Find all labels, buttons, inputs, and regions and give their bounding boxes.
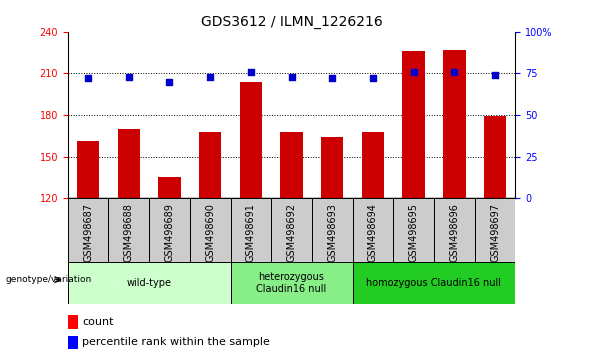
Title: GDS3612 / ILMN_1226216: GDS3612 / ILMN_1226216 — [201, 16, 382, 29]
Text: GSM498696: GSM498696 — [449, 203, 459, 262]
Bar — [484, 116, 506, 198]
Text: GSM498690: GSM498690 — [205, 203, 215, 262]
Text: GSM498691: GSM498691 — [246, 203, 256, 262]
Bar — [118, 129, 140, 198]
Bar — [353, 262, 515, 304]
Bar — [402, 51, 425, 198]
Text: count: count — [82, 317, 114, 327]
Bar — [230, 198, 271, 262]
Point — [449, 69, 459, 75]
Point — [368, 76, 378, 81]
Bar — [199, 132, 221, 198]
Point — [327, 76, 337, 81]
Bar — [108, 198, 149, 262]
Bar — [77, 141, 100, 198]
Text: percentile rank within the sample: percentile rank within the sample — [82, 337, 270, 348]
Text: GSM498692: GSM498692 — [287, 203, 296, 262]
Text: GSM498689: GSM498689 — [164, 203, 174, 262]
Bar — [362, 132, 384, 198]
Bar — [434, 198, 475, 262]
Point — [287, 74, 296, 80]
Text: homozygous Claudin16 null: homozygous Claudin16 null — [366, 278, 501, 288]
Bar — [68, 336, 78, 349]
Bar — [353, 198, 393, 262]
Bar — [475, 198, 515, 262]
Text: GSM498697: GSM498697 — [490, 203, 500, 262]
Point — [124, 74, 134, 80]
Bar — [271, 198, 312, 262]
Text: GSM498688: GSM498688 — [124, 203, 134, 262]
Text: GSM498695: GSM498695 — [409, 203, 419, 262]
Text: wild-type: wild-type — [127, 278, 171, 288]
Text: genotype/variation: genotype/variation — [6, 275, 92, 284]
Text: heterozygous
Claudin16 null: heterozygous Claudin16 null — [256, 272, 327, 294]
Point — [165, 79, 174, 85]
Bar — [312, 198, 353, 262]
Bar — [321, 137, 343, 198]
Point — [84, 76, 93, 81]
Point — [409, 69, 418, 75]
Bar — [240, 82, 262, 198]
Bar — [393, 198, 434, 262]
Bar — [68, 315, 78, 329]
Bar — [280, 132, 303, 198]
Bar — [443, 50, 465, 198]
Bar — [149, 198, 190, 262]
Point — [490, 72, 499, 78]
Point — [206, 74, 215, 80]
Point — [246, 69, 256, 75]
Text: GSM498694: GSM498694 — [368, 203, 378, 262]
Bar — [68, 198, 108, 262]
Bar — [68, 262, 230, 304]
Bar — [190, 198, 230, 262]
Bar — [158, 177, 181, 198]
Text: GSM498693: GSM498693 — [327, 203, 337, 262]
Text: GSM498687: GSM498687 — [83, 203, 93, 262]
Bar — [230, 262, 353, 304]
